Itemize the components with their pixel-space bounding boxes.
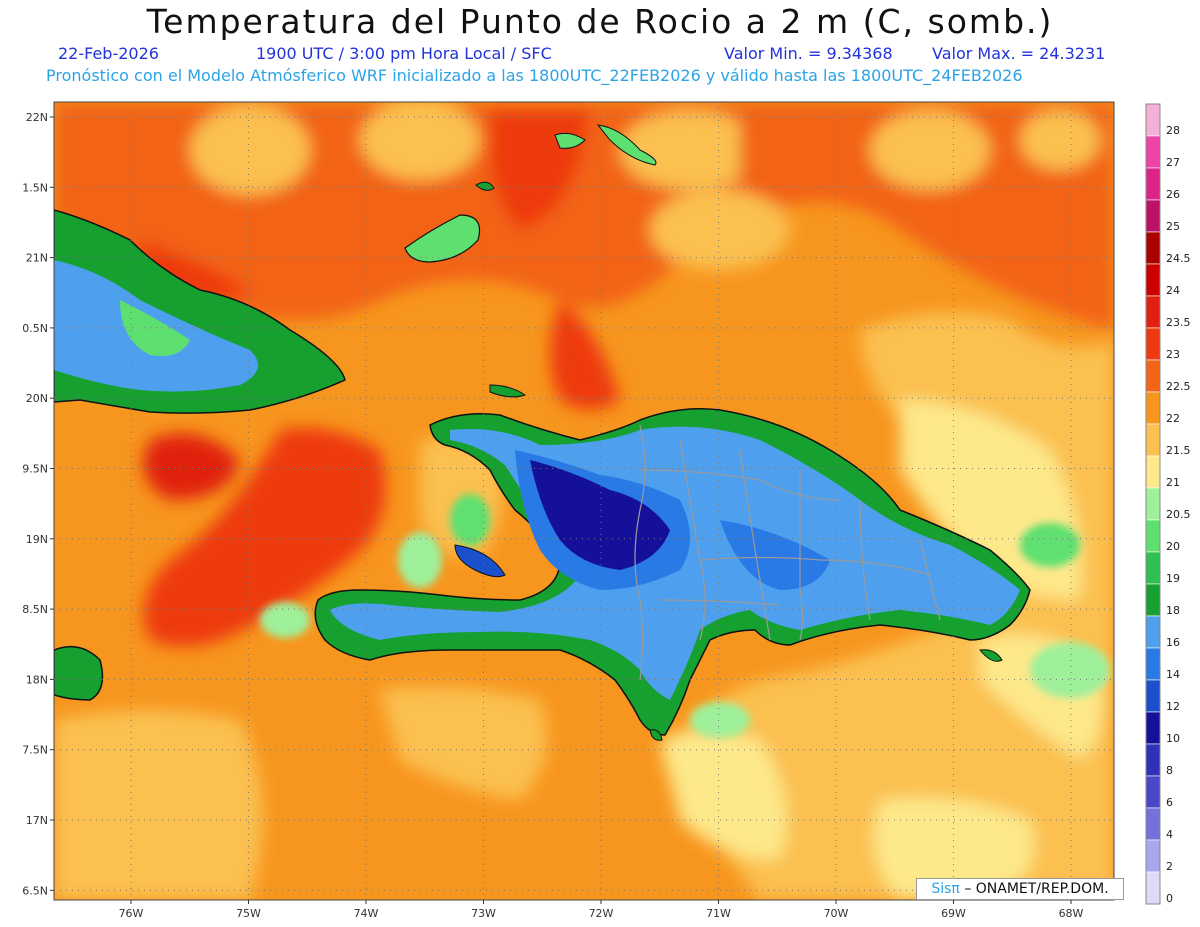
colorbar-label: 18: [1166, 604, 1180, 617]
colorbar-frame: [1145, 103, 1161, 905]
model-subtitle: Pronóstico con el Modelo Atmósferico WRF…: [46, 66, 1023, 85]
colorbar-swatch: [1145, 231, 1161, 265]
colorbar-label: 27: [1166, 156, 1180, 169]
colorbar-label: 8: [1166, 764, 1173, 777]
colorbar-label: 22.5: [1166, 380, 1191, 393]
province-borders: [634, 424, 941, 681]
colorbar-label: 21: [1166, 476, 1180, 489]
colorbar-label: 23.5: [1166, 316, 1191, 329]
colorbar-swatch: [1145, 423, 1161, 457]
colorbar-swatch: [1145, 103, 1161, 137]
field-shading: [54, 102, 1114, 900]
colorbar-label: 14: [1166, 668, 1180, 681]
colorbar-swatch: [1145, 679, 1161, 713]
colorbar-swatch: [1145, 391, 1161, 425]
lon-label: 72W: [589, 907, 614, 920]
colorbar-label: 0: [1166, 892, 1173, 905]
lat-label: 21N: [26, 252, 48, 265]
lat-label: 19N: [26, 533, 48, 546]
longitude-axis: 76W 75W 74W 73W 72W 71W 70W 69W 68W: [119, 900, 1084, 920]
colorbar-label: 20: [1166, 540, 1180, 553]
lon-label: 70W: [824, 907, 849, 920]
colorbar-legend: 2827262524.52423.52322.52221.52120.52019…: [1145, 103, 1191, 905]
colorbar-label: 12: [1166, 700, 1180, 713]
cuba-landmass: [54, 209, 346, 414]
lat-label: 8.5N: [22, 603, 48, 616]
lon-label: 71W: [706, 907, 731, 920]
colorbar-label: 4: [1166, 828, 1173, 841]
colorbar-swatch: [1145, 519, 1161, 553]
plot-frame: [53, 101, 1115, 901]
colorbar-swatch: [1145, 327, 1161, 361]
colorbar-swatch: [1145, 711, 1161, 745]
colorbar-swatch: [1145, 455, 1161, 489]
lat-label: 9.5N: [22, 463, 48, 476]
lon-label: 69W: [941, 907, 966, 920]
colorbar-label: 19: [1166, 572, 1180, 585]
lon-label: 68W: [1059, 907, 1084, 920]
colorbar-label: 20.5: [1166, 508, 1191, 521]
lon-label: 74W: [354, 907, 379, 920]
lat-label: 6.5N: [22, 884, 48, 897]
colorbar-label: 24: [1166, 284, 1180, 297]
colorbar-swatch: [1145, 551, 1161, 585]
colorbar-swatch: [1145, 647, 1161, 681]
forecast-time: 1900 UTC / 3:00 pm Hora Local / SFC: [256, 44, 552, 63]
colorbar-label: 22: [1166, 412, 1180, 425]
colorbar-swatch: [1145, 583, 1161, 617]
colorbar-label: 23: [1166, 348, 1180, 361]
lat-label: 22N: [26, 111, 48, 124]
jamaica-landmass: [54, 645, 104, 701]
colorbar-label: 2: [1166, 860, 1173, 873]
max-value: Valor Max. = 24.3231: [932, 44, 1106, 63]
min-value: Valor Min. = 9.34368: [724, 44, 893, 63]
colorbar-swatch: [1145, 615, 1161, 649]
hispaniola-landmass: [314, 384, 1031, 741]
colorbar-swatch: [1145, 263, 1161, 297]
colorbar-swatch: [1145, 135, 1161, 169]
colorbar-swatch: [1145, 871, 1161, 905]
colorbar-swatch: [1145, 807, 1161, 841]
sispi-logo: Sisπ: [931, 881, 960, 897]
latitude-axis: 22N 1.5N 21N 0.5N 20N 9.5N 19N 8.5N 18N 7.5N 17N 6.…: [22, 111, 54, 897]
colorbar-label: 28: [1166, 124, 1180, 137]
lat-label: 0.5N: [22, 322, 48, 335]
graticule: [54, 102, 1114, 900]
forecast-date: 22-Feb-2026: [58, 44, 159, 63]
colorbar-swatch: [1145, 743, 1161, 777]
colorbar-swatch: [1145, 199, 1161, 233]
lon-label: 73W: [471, 907, 496, 920]
colorbar-label: 10: [1166, 732, 1180, 745]
colorbar-label: 24.5: [1166, 252, 1191, 265]
colorbar-label: 16: [1166, 636, 1180, 649]
colorbar-swatch: [1145, 775, 1161, 809]
colorbar-swatch: [1145, 839, 1161, 873]
colorbar-swatch: [1145, 487, 1161, 521]
colorbar-label: 26: [1166, 188, 1180, 201]
map-title: Temperatura del Punto de Rocio a 2 m (C,…: [146, 2, 1054, 41]
credit-badge: Sisπ – ONAMET/REP.DOM.: [916, 878, 1124, 900]
lat-label: 7.5N: [22, 744, 48, 757]
colorbar-label: 21.5: [1166, 444, 1191, 457]
colorbar-swatch: [1145, 359, 1161, 393]
lat-label: 1.5N: [22, 181, 48, 194]
colorbar-swatch: [1145, 167, 1161, 201]
credit-text: – ONAMET/REP.DOM.: [964, 881, 1109, 897]
lon-label: 76W: [119, 907, 144, 920]
lon-label: 75W: [236, 907, 261, 920]
colorbar-label: 25: [1166, 220, 1180, 233]
colorbar-swatch: [1145, 295, 1161, 329]
colorbar-label: 6: [1166, 796, 1173, 809]
lat-label: 17N: [26, 814, 48, 827]
bahamas-islands: [404, 124, 657, 263]
lat-label: 20N: [26, 392, 48, 405]
lat-label: 18N: [26, 673, 48, 686]
